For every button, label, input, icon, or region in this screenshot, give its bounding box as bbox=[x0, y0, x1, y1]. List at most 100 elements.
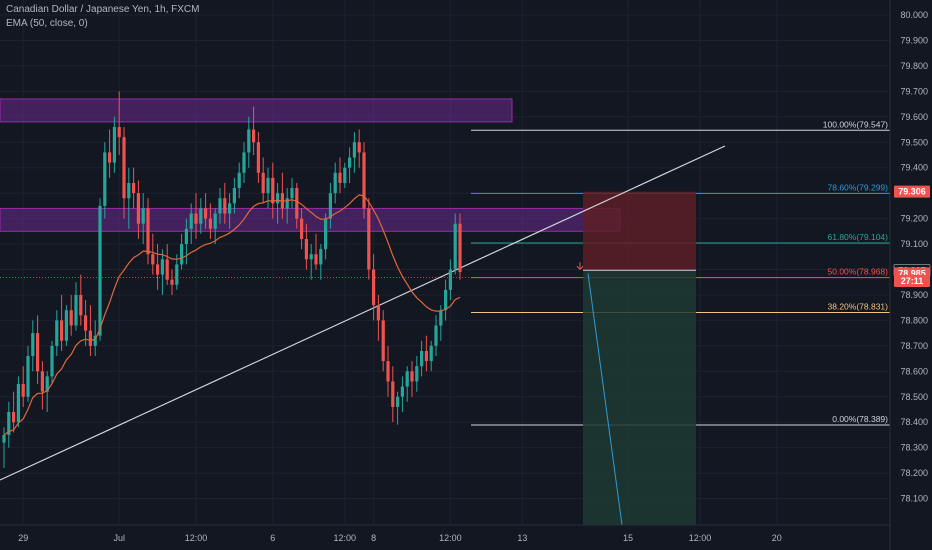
candle-body[interactable] bbox=[146, 208, 150, 255]
candle-body[interactable] bbox=[333, 172, 337, 194]
candle-body[interactable] bbox=[189, 213, 193, 229]
candle-body[interactable] bbox=[396, 396, 400, 407]
candle-body[interactable] bbox=[213, 213, 217, 229]
candle-body[interactable] bbox=[170, 279, 174, 285]
candle-body[interactable] bbox=[122, 137, 126, 199]
candle-body[interactable] bbox=[376, 305, 380, 321]
candle-body[interactable] bbox=[247, 129, 251, 153]
candle-body[interactable] bbox=[420, 350, 424, 367]
candle-body[interactable] bbox=[26, 356, 30, 397]
candle-body[interactable] bbox=[88, 330, 92, 346]
candle-body[interactable] bbox=[357, 142, 361, 153]
candle-body[interactable] bbox=[328, 193, 332, 219]
take-profit-zone[interactable] bbox=[583, 270, 696, 525]
stop-loss-zone[interactable] bbox=[583, 191, 696, 271]
candle-body[interactable] bbox=[232, 188, 236, 204]
candle-body[interactable] bbox=[64, 310, 68, 341]
candle-body[interactable] bbox=[276, 193, 280, 204]
candle-body[interactable] bbox=[132, 182, 136, 194]
candle-body[interactable] bbox=[156, 264, 160, 275]
candle-body[interactable] bbox=[256, 142, 260, 173]
candle-body[interactable] bbox=[266, 177, 270, 194]
candle-body[interactable] bbox=[141, 208, 145, 224]
candle-body[interactable] bbox=[352, 142, 356, 158]
price-tag[interactable] bbox=[894, 274, 930, 287]
candle-body[interactable] bbox=[223, 198, 227, 214]
ema-line[interactable] bbox=[3, 194, 461, 436]
candle-body[interactable] bbox=[386, 361, 390, 382]
candle-body[interactable] bbox=[204, 208, 208, 219]
candle-body[interactable] bbox=[74, 294, 78, 326]
candle-body[interactable] bbox=[453, 223, 457, 270]
candle-body[interactable] bbox=[410, 371, 414, 382]
candle-body[interactable] bbox=[458, 223, 462, 273]
candle-body[interactable] bbox=[314, 254, 318, 265]
candle-body[interactable] bbox=[7, 412, 11, 435]
candle-body[interactable] bbox=[444, 289, 448, 311]
candle-body[interactable] bbox=[2, 434, 6, 443]
candle-body[interactable] bbox=[136, 193, 140, 224]
candle-body[interactable] bbox=[309, 254, 313, 260]
candle-body[interactable] bbox=[218, 198, 222, 214]
candle-body[interactable] bbox=[36, 333, 40, 372]
candle-body[interactable] bbox=[55, 320, 59, 346]
candle-body[interactable] bbox=[184, 228, 188, 245]
candle-body[interactable] bbox=[50, 345, 54, 377]
candle-body[interactable] bbox=[300, 218, 304, 239]
candle-body[interactable] bbox=[112, 126, 116, 163]
candle-body[interactable] bbox=[415, 366, 419, 382]
candle-body[interactable] bbox=[40, 371, 44, 392]
candle-body[interactable] bbox=[362, 152, 366, 209]
candle-body[interactable] bbox=[319, 249, 323, 265]
candle-body[interactable] bbox=[405, 371, 409, 387]
projection-path[interactable] bbox=[587, 273, 623, 526]
candle-body[interactable] bbox=[60, 320, 64, 341]
candle-body[interactable] bbox=[127, 182, 131, 199]
candle-body[interactable] bbox=[199, 208, 203, 224]
ascending-trendline[interactable] bbox=[0, 145, 726, 481]
candle-body[interactable] bbox=[21, 384, 25, 397]
upper-supply-zone[interactable] bbox=[0, 98, 513, 123]
candle-body[interactable] bbox=[194, 213, 198, 224]
price-tag[interactable] bbox=[894, 185, 930, 198]
candle-body[interactable] bbox=[400, 386, 404, 397]
candle-body[interactable] bbox=[12, 412, 16, 423]
candle-body[interactable] bbox=[348, 157, 352, 168]
candle-body[interactable] bbox=[16, 384, 20, 423]
candle-body[interactable] bbox=[93, 335, 97, 346]
candle-body[interactable] bbox=[381, 320, 385, 362]
candle-body[interactable] bbox=[338, 172, 342, 183]
candle-body[interactable] bbox=[228, 203, 232, 214]
candle-body[interactable] bbox=[175, 264, 179, 285]
candle-body[interactable] bbox=[69, 310, 73, 326]
candle-body[interactable] bbox=[343, 167, 347, 183]
candle-body[interactable] bbox=[31, 333, 35, 357]
candle-body[interactable] bbox=[261, 172, 265, 194]
candle-body[interactable] bbox=[252, 129, 256, 143]
candle-body[interactable] bbox=[448, 269, 452, 290]
candle-body[interactable] bbox=[324, 218, 328, 250]
candle-body[interactable] bbox=[160, 259, 164, 275]
candle-body[interactable] bbox=[84, 315, 88, 331]
candle-body[interactable] bbox=[108, 152, 112, 163]
candle-body[interactable] bbox=[434, 325, 438, 346]
candle-body[interactable] bbox=[367, 208, 371, 270]
candle-body[interactable] bbox=[79, 294, 83, 316]
candle-body[interactable] bbox=[285, 198, 289, 209]
candle-body[interactable] bbox=[208, 218, 212, 229]
candle-body[interactable] bbox=[103, 152, 107, 206]
candle-body[interactable] bbox=[180, 244, 184, 265]
candle-body[interactable] bbox=[45, 376, 49, 392]
candle-body[interactable] bbox=[237, 172, 241, 189]
candle-body[interactable] bbox=[304, 238, 308, 260]
candle-body[interactable] bbox=[439, 310, 443, 326]
candle-body[interactable] bbox=[242, 152, 246, 173]
indicator-legend[interactable]: EMA (50, close, 0) bbox=[6, 18, 88, 29]
candle-body[interactable] bbox=[290, 188, 294, 199]
candle-body[interactable] bbox=[151, 254, 155, 265]
candle-body[interactable] bbox=[429, 345, 433, 362]
candle-body[interactable] bbox=[98, 205, 102, 336]
candle-body[interactable] bbox=[165, 259, 169, 280]
candle-body[interactable] bbox=[295, 188, 299, 219]
